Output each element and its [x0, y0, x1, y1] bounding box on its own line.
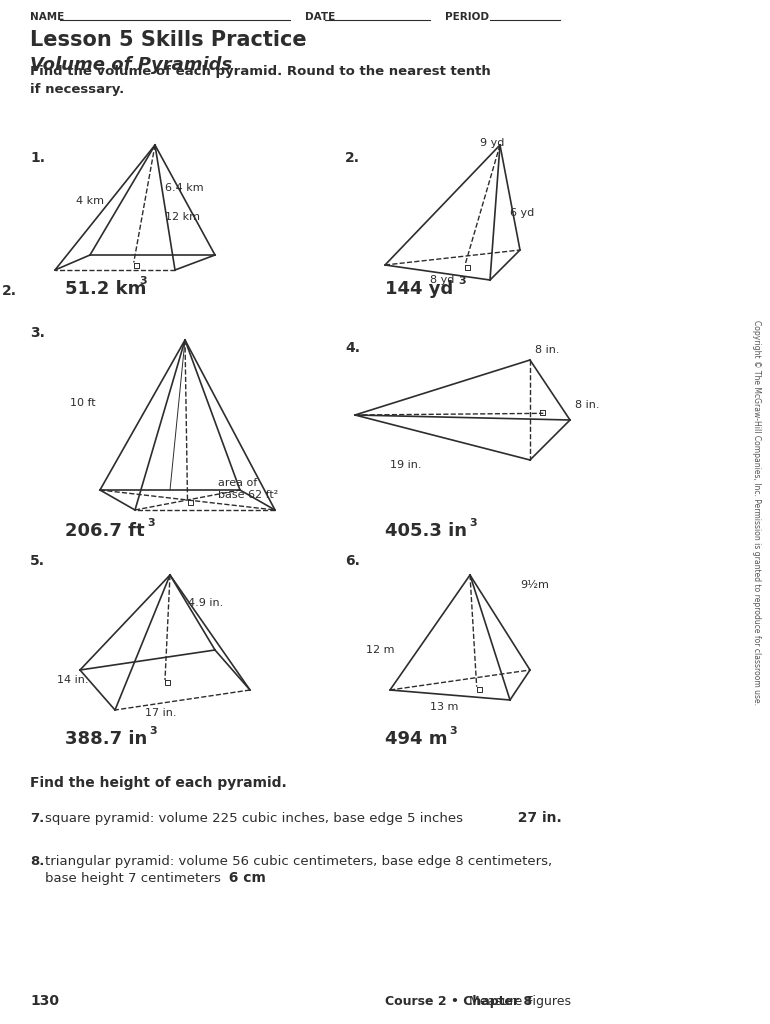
Text: area of: area of: [218, 478, 257, 488]
Text: Find the height of each pyramid.: Find the height of each pyramid.: [30, 776, 286, 790]
Text: base height 7 centimeters: base height 7 centimeters: [45, 872, 221, 885]
Text: 9½m: 9½m: [520, 580, 549, 590]
Text: 10 ft: 10 ft: [70, 398, 95, 408]
Text: 1.: 1.: [30, 151, 45, 165]
Text: 405.3 in: 405.3 in: [385, 522, 467, 540]
Text: DATE: DATE: [305, 12, 335, 22]
Text: 17 in.: 17 in.: [145, 708, 176, 718]
Text: 494 m: 494 m: [385, 730, 447, 748]
Text: 4.9 in.: 4.9 in.: [188, 598, 223, 608]
Text: 3: 3: [458, 276, 466, 286]
Text: 3: 3: [139, 276, 146, 286]
Text: 7.: 7.: [30, 812, 44, 825]
Text: NAME: NAME: [30, 12, 64, 22]
Text: triangular pyramid: volume 56 cubic centimeters, base edge 8 centimeters,: triangular pyramid: volume 56 cubic cent…: [45, 855, 552, 868]
Text: 6.: 6.: [345, 554, 360, 568]
Text: 4.: 4.: [345, 341, 360, 355]
Text: 206.7 ft: 206.7 ft: [65, 522, 145, 540]
Text: 3: 3: [469, 518, 477, 528]
Text: 27 in.: 27 in.: [508, 811, 562, 825]
Text: 2.: 2.: [2, 284, 17, 298]
Text: Find the volume of each pyramid. Round to the nearest tenth
if necessary.: Find the volume of each pyramid. Round t…: [30, 65, 490, 96]
Text: 12 km: 12 km: [165, 212, 200, 222]
Text: 8 yd: 8 yd: [430, 275, 454, 285]
Text: base 62 ft²: base 62 ft²: [218, 490, 278, 500]
Text: Course 2 • Chapter 8: Course 2 • Chapter 8: [385, 995, 532, 1008]
Text: Volume of Pyramids: Volume of Pyramids: [30, 56, 233, 74]
Text: Lesson 5 Skills Practice: Lesson 5 Skills Practice: [30, 30, 306, 50]
Text: 9 yd: 9 yd: [480, 138, 504, 148]
Text: 51.2 km: 51.2 km: [65, 280, 146, 298]
Text: 8.: 8.: [30, 855, 45, 868]
Text: 4 km: 4 km: [76, 196, 104, 206]
Text: Copyright © The McGraw-Hill Companies, Inc. Permission is granted to reproduce f: Copyright © The McGraw-Hill Companies, I…: [752, 319, 762, 705]
Text: 2.: 2.: [345, 151, 360, 165]
Text: 6.4 km: 6.4 km: [165, 183, 203, 193]
Text: 12 m: 12 m: [366, 645, 394, 655]
Text: PERIOD: PERIOD: [445, 12, 489, 22]
Text: 6 cm: 6 cm: [219, 871, 266, 885]
Text: 3.: 3.: [30, 326, 45, 340]
Text: 13 m: 13 m: [430, 702, 458, 712]
Text: 388.7 in: 388.7 in: [65, 730, 147, 748]
Text: 3: 3: [449, 726, 457, 736]
Text: 19 in.: 19 in.: [390, 460, 421, 470]
Text: 130: 130: [30, 994, 59, 1008]
Text: 6 yd: 6 yd: [510, 208, 534, 218]
Text: 8 in.: 8 in.: [575, 400, 600, 410]
Text: 8 in.: 8 in.: [535, 345, 560, 355]
Text: Measure Figures: Measure Figures: [465, 995, 571, 1008]
Text: 3: 3: [149, 726, 156, 736]
Text: 3: 3: [147, 518, 155, 528]
Text: 5.: 5.: [30, 554, 45, 568]
Text: 144 yd: 144 yd: [385, 280, 454, 298]
Text: 14 in.: 14 in.: [57, 675, 89, 685]
Text: square pyramid: volume 225 cubic inches, base edge 5 inches: square pyramid: volume 225 cubic inches,…: [45, 812, 463, 825]
